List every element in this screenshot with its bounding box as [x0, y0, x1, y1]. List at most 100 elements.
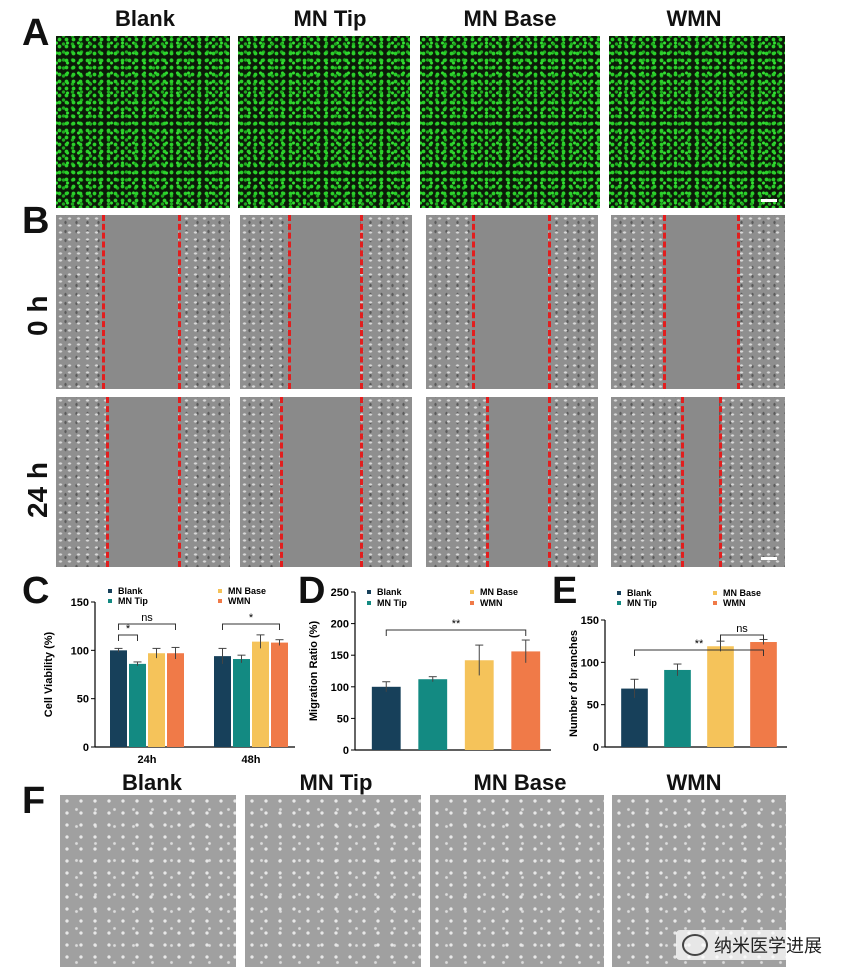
y-axis-label: Migration Ratio (%) — [308, 621, 320, 722]
panel-label-d: D — [298, 570, 326, 612]
significance-bracket — [118, 623, 176, 630]
legend-label: Blank — [627, 588, 653, 598]
significance-label: ** — [452, 618, 461, 630]
panel-label-c: C — [22, 570, 50, 612]
legend-label: MN Base — [480, 587, 518, 597]
tube-image-mn-tip — [245, 795, 421, 967]
significance-label: * — [126, 623, 131, 635]
bar — [167, 653, 184, 747]
bar — [129, 663, 146, 747]
significance-label: ** — [695, 638, 704, 650]
significance-label: ns — [141, 612, 153, 624]
legend-swatch — [108, 599, 112, 603]
x-tick-label: 24h — [138, 754, 157, 766]
f-col-title-wmn: WMN — [666, 770, 722, 795]
y-tick-label: 50 — [77, 694, 89, 706]
scratch-24h-mn-base — [426, 397, 598, 567]
legend-label: MN Tip — [118, 596, 148, 606]
f-col-title-mn-tip: MN Tip — [299, 770, 373, 795]
legend-label: MN Base — [723, 588, 761, 598]
y-axis-label: Cell Viability (%) — [43, 631, 55, 717]
y-tick-label: 100 — [581, 657, 599, 669]
bar — [750, 642, 777, 747]
y-tick-label: 250 — [331, 587, 349, 599]
bar — [371, 686, 401, 750]
legend-label: MN Tip — [377, 598, 407, 608]
live-dead-image-wmn — [609, 36, 785, 208]
significance-label: * — [249, 612, 254, 624]
y-axis-label: Number of branches — [568, 630, 580, 737]
col-title-mn-tip: MN Tip — [293, 6, 367, 31]
scale-bar-b — [761, 557, 777, 560]
y-tick-label: 0 — [593, 742, 599, 754]
y-tick-label: 0 — [343, 745, 349, 757]
y-tick-label: 100 — [71, 645, 89, 657]
significance-bracket — [385, 629, 527, 636]
watermark: 纳米医学进展 — [676, 930, 828, 960]
significance-label: ns — [736, 623, 748, 635]
y-tick-label: 100 — [331, 682, 349, 694]
bar — [148, 653, 165, 747]
legend-label: WMN — [723, 598, 746, 608]
bar — [233, 659, 250, 747]
row-label-24h: 24 h — [22, 461, 53, 518]
legend-label: Blank — [377, 587, 403, 597]
legend-label: MN Tip — [627, 598, 657, 608]
scratch-24h-blank — [56, 397, 230, 567]
significance-bracket — [222, 623, 280, 630]
live-dead-image-mn-base — [420, 36, 600, 208]
tube-image-mn-base — [430, 795, 604, 967]
legend-swatch — [367, 601, 371, 605]
panel-label-a: A — [22, 12, 50, 54]
live-dead-image-mn-tip — [238, 36, 410, 208]
y-tick-label: 200 — [331, 619, 349, 631]
bar — [110, 650, 127, 747]
bar — [418, 679, 448, 750]
bar — [664, 669, 691, 747]
panel-label-b: B — [22, 200, 50, 242]
watermark-text: 纳米医学进展 — [714, 936, 822, 956]
legend-swatch — [470, 590, 474, 594]
scratch-24h-wmn — [611, 397, 785, 567]
scratch-0h-blank — [56, 215, 230, 389]
x-tick-label: 48h — [242, 754, 261, 766]
tube-image-blank — [60, 795, 236, 967]
bar — [214, 656, 231, 747]
col-title-mn-base: MN Base — [463, 6, 557, 31]
y-tick-label: 150 — [581, 615, 599, 627]
y-tick-label: 50 — [337, 713, 349, 725]
y-tick-label: 0 — [83, 742, 89, 754]
legend-label: WMN — [480, 598, 503, 608]
scratch-0h-mn-base — [426, 215, 598, 389]
legend-swatch — [713, 591, 717, 595]
col-title-blank: Blank — [115, 6, 175, 31]
bar — [621, 688, 648, 747]
y-tick-label: 150 — [71, 597, 89, 609]
live-dead-image-blank — [56, 36, 230, 208]
panel-label-e: E — [552, 570, 578, 612]
significance-bracket — [720, 634, 764, 641]
scratch-0h-wmn — [611, 215, 785, 389]
legend-label: Blank — [118, 586, 144, 596]
scale-bar — [761, 199, 777, 202]
significance-bracket — [118, 634, 138, 641]
y-tick-label: 50 — [587, 700, 599, 712]
legend-swatch — [367, 590, 371, 594]
f-col-title-mn-base: MN Base — [473, 770, 567, 795]
bar — [511, 651, 541, 750]
legend-label: WMN — [228, 596, 251, 606]
legend-swatch — [218, 599, 222, 603]
y-tick-label: 150 — [331, 650, 349, 662]
scratch-0h-mn-tip — [240, 215, 412, 389]
bar — [252, 641, 269, 747]
legend-swatch — [617, 591, 621, 595]
legend-swatch — [108, 589, 112, 593]
legend-swatch — [713, 601, 717, 605]
row-label-0h: 0 h — [22, 295, 53, 336]
legend-label: MN Base — [228, 586, 266, 596]
legend-swatch — [617, 601, 621, 605]
bar — [271, 642, 288, 747]
